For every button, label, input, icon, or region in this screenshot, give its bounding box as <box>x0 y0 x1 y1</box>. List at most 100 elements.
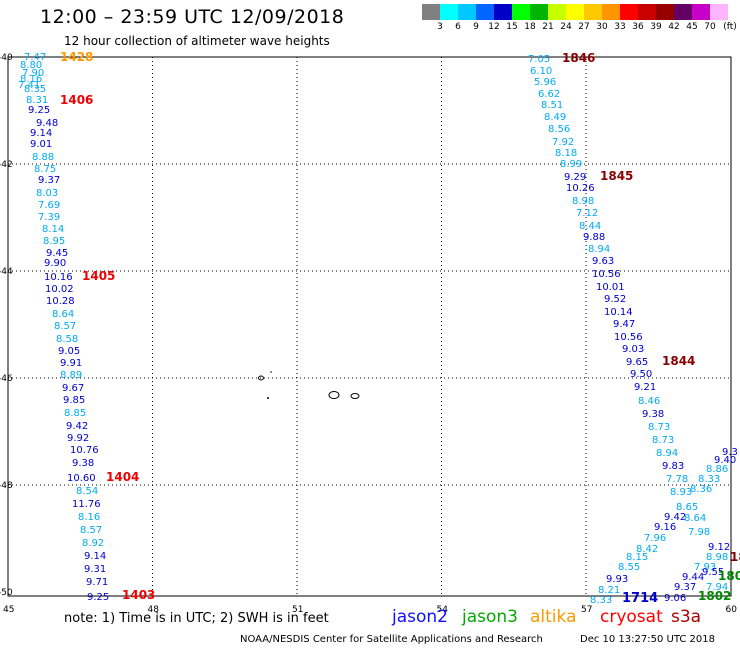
wave-height-label: 5.96 <box>534 77 556 88</box>
wave-height-label: 9.63 <box>592 256 614 267</box>
lat-tick-label: -42 <box>0 160 13 170</box>
wave-height-label: 8.57 <box>54 321 76 332</box>
wave-height-label: 8.73 <box>652 435 674 446</box>
wave-height-label: 9.42 <box>66 421 88 432</box>
wave-height-label: 8.58 <box>56 334 78 345</box>
map-frame <box>7 56 732 597</box>
wave-height-label: 8.55 <box>618 562 640 573</box>
wave-height-label: 8.85 <box>64 408 86 419</box>
legend-swatch <box>710 4 728 20</box>
legend-label: (ft) <box>723 22 737 32</box>
island-outline <box>258 375 264 381</box>
wave-height-label: 8.64 <box>684 513 706 524</box>
wave-height-label: 9.52 <box>604 294 626 305</box>
pass-time-label: 1403 <box>122 588 155 602</box>
island-outline <box>270 371 272 373</box>
legend-swatch <box>476 4 494 20</box>
legend-label: 24 <box>560 22 572 32</box>
wave-height-label: 8.56 <box>548 124 570 135</box>
wave-height-label: 7.41 <box>18 80 40 91</box>
pass-time-label: 1405 <box>82 269 115 283</box>
legend-label: 15 <box>506 22 518 32</box>
wave-height-label: 7.92 <box>552 137 574 148</box>
wave-height-label: 7.47 <box>24 52 46 63</box>
legend-swatch <box>566 4 584 20</box>
wave-height-label: 8.49 <box>544 112 566 123</box>
wave-height-label: 6.10 <box>530 66 552 77</box>
wave-height-label: 9.92 <box>67 433 89 444</box>
wave-height-label: 9.91 <box>60 358 82 369</box>
legend-swatch <box>656 4 674 20</box>
lon-tick-label: 45 <box>3 605 14 615</box>
pass-time-label: 1404 <box>106 470 139 484</box>
lon-tick-label: 57 <box>581 605 592 615</box>
wave-height-label: 7.05 <box>528 54 550 65</box>
legend-swatch <box>440 4 458 20</box>
wave-height-label: 8.98 <box>572 196 594 207</box>
wave-height-label: 9.38 <box>72 458 94 469</box>
wave-height-label: 8.86 <box>706 464 728 475</box>
legend-label: 12 <box>488 22 500 32</box>
wave-height-label: 8.44 <box>579 221 601 232</box>
pass-time-label: 1406 <box>60 93 93 107</box>
wave-height-label: 9.05 <box>58 346 80 357</box>
pass-time-label: 18 <box>730 550 740 564</box>
lat-tick-label: -44 <box>0 267 13 277</box>
wave-height-label: 8.98 <box>706 552 728 563</box>
legend-swatch <box>530 4 548 20</box>
page-subtitle: 12 hour collection of altimeter wave hei… <box>64 34 330 48</box>
color-legend-labels: 3 6 9 12 15 18 21 24 27 30 33 36 39 42 45 70 (ft) <box>422 22 740 34</box>
wave-height-label: 9.38 <box>642 409 664 420</box>
credit-text: NOAA/NESDIS Center for Satellite Applica… <box>240 634 543 645</box>
wave-height-label: 9.14 <box>30 128 52 139</box>
legend-swatch <box>512 4 530 20</box>
wave-height-label: 9.44 <box>682 572 704 583</box>
wave-height-label: 8.33 <box>698 474 720 485</box>
legend-swatch <box>584 4 602 20</box>
legend-label: 21 <box>542 22 554 32</box>
legend-label: 33 <box>614 22 626 32</box>
pass-time-label: 1846 <box>562 51 595 65</box>
wave-height-label: 9.21 <box>634 382 656 393</box>
legend-swatch <box>692 4 710 20</box>
legend-swatch <box>638 4 656 20</box>
pass-time-label: 1428 <box>60 50 93 64</box>
legend-label: 45 <box>686 22 698 32</box>
wave-height-label: 9.25 <box>87 592 109 603</box>
wave-height-label: 8.65 <box>676 502 698 513</box>
legend-swatch <box>728 4 740 20</box>
satellite-legend-s3a: s3a <box>671 607 702 627</box>
wave-height-label: 8.73 <box>648 422 670 433</box>
color-legend <box>422 4 740 20</box>
wave-height-label: 9.65 <box>626 357 648 368</box>
wave-height-label: 8.46 <box>638 396 660 407</box>
wave-height-label: 8.94 <box>656 448 678 459</box>
wave-height-label: 8.95 <box>43 236 65 247</box>
wave-height-label: 8.14 <box>42 224 64 235</box>
wave-height-label: 9.83 <box>662 461 684 472</box>
wave-height-label: 9.37 <box>674 582 696 593</box>
island-outline <box>350 393 360 399</box>
wave-height-label: 9.3 <box>722 447 738 458</box>
legend-label: 70 <box>704 22 716 32</box>
wave-height-label: 9.16 <box>654 522 676 533</box>
wave-height-label: 8.42 <box>636 544 658 555</box>
legend-swatch <box>422 4 440 20</box>
lon-tick-label: 48 <box>148 605 160 615</box>
wave-height-label: 8.03 <box>36 188 58 199</box>
legend-swatch <box>458 4 476 20</box>
legend-swatch <box>620 4 638 20</box>
legend-label: 3 <box>437 22 443 32</box>
wave-height-label: 9.90 <box>44 258 66 269</box>
wave-height-label: 9.12 <box>708 542 730 553</box>
wave-height-label: 7.90 <box>22 68 44 79</box>
pass-time-label: 1845 <box>600 169 633 183</box>
satellite-legend-jason3: jason3 <box>462 607 518 627</box>
wave-height-label: 9.37 <box>38 175 60 186</box>
wave-height-label: 9.85 <box>63 395 85 406</box>
wave-height-label: 9.01 <box>30 139 52 150</box>
wave-height-label: 10.56 <box>592 269 621 280</box>
wave-height-label: 9.48 <box>36 118 58 129</box>
